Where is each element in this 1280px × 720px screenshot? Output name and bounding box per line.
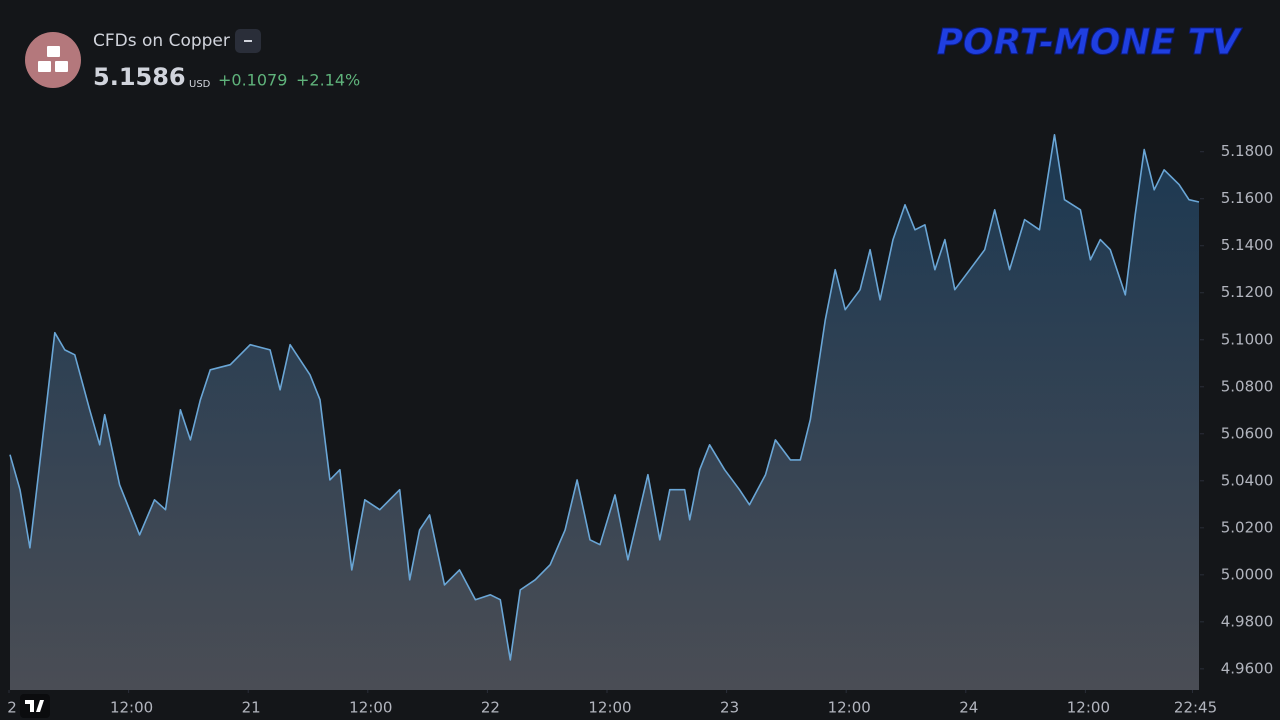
y-tick-label: 5.1400 bbox=[1221, 236, 1274, 254]
x-tick-label: 12:00 bbox=[349, 699, 392, 717]
x-tick-label: 24 bbox=[959, 699, 978, 717]
y-tick-label: 4.9800 bbox=[1221, 612, 1274, 630]
x-tick-label: 23 bbox=[720, 699, 739, 717]
tv-logo bbox=[20, 694, 50, 718]
last-price: 5.1586 bbox=[93, 63, 186, 91]
y-tick-label: 5.0400 bbox=[1221, 471, 1274, 489]
collapse-icon bbox=[244, 40, 252, 42]
tv-logo-glyph bbox=[25, 700, 44, 712]
symbol-icon bbox=[25, 32, 81, 88]
currency: USD bbox=[189, 79, 211, 90]
y-tick-label: 5.1800 bbox=[1221, 142, 1274, 160]
symbol-icon-glyph bbox=[38, 46, 68, 72]
symbol-title: CFDs on Copper bbox=[93, 31, 230, 51]
x-tick-label: 22 bbox=[481, 699, 500, 717]
x-tick-label: 2 bbox=[7, 699, 17, 717]
plot-area: 4.9600 4.9800 5.0000 5.0200 5.0400 5.0600 5.08… bbox=[7, 134, 1274, 717]
x-tick-label: 12:00 bbox=[1067, 699, 1110, 717]
x-tick-label: 12:00 bbox=[588, 699, 631, 717]
price-line bbox=[9, 134, 1200, 661]
x-tick-label: 22:45 bbox=[1174, 699, 1217, 717]
price-change-percent: +2.14% bbox=[296, 71, 360, 90]
y-tick-label: 5.0800 bbox=[1221, 377, 1274, 395]
price-change: +0.1079 bbox=[218, 71, 287, 90]
y-tick-label: 4.9600 bbox=[1221, 659, 1274, 677]
x-tick-label: 21 bbox=[242, 699, 261, 717]
y-tick-label: 5.1200 bbox=[1221, 283, 1274, 301]
brand-logo: PORT-MONE TV bbox=[937, 22, 1244, 63]
x-tick-label: 12:00 bbox=[110, 699, 153, 717]
y-tick-label: 5.0200 bbox=[1221, 518, 1274, 536]
y-tick-label: 5.0600 bbox=[1221, 424, 1274, 442]
area-fill bbox=[10, 134, 1199, 691]
x-tick-label: 12:00 bbox=[828, 699, 871, 717]
y-tick-label: 5.0000 bbox=[1221, 565, 1274, 583]
y-tick-label: 5.1000 bbox=[1221, 330, 1274, 348]
y-tick-label: 5.1600 bbox=[1221, 189, 1274, 207]
